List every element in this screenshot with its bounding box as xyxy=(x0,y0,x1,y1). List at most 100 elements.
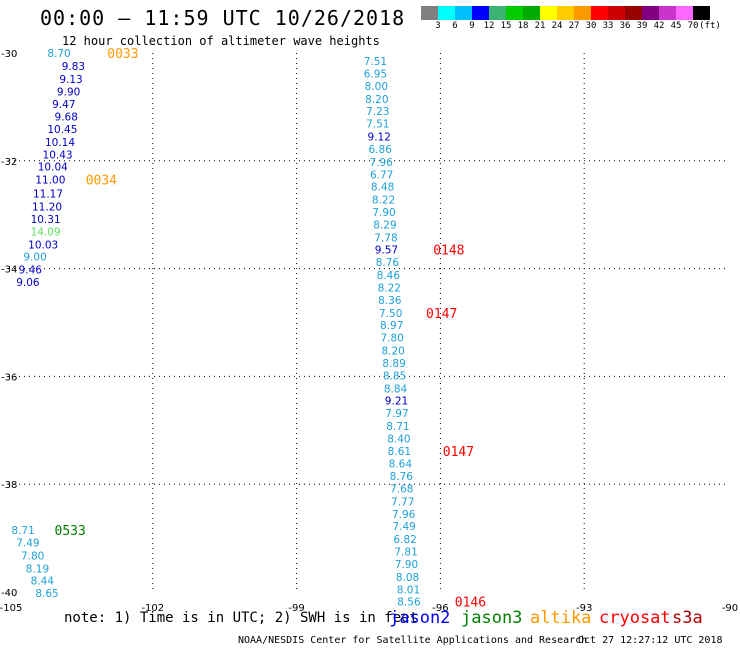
color-scale-swatch xyxy=(540,6,557,20)
swh-value-cryosat: 9.57 xyxy=(375,245,398,257)
swh-value-altika: 11.17 xyxy=(33,189,63,201)
swh-value-cryosat: 8.01 xyxy=(397,584,420,596)
swh-value-altika: 10.03 xyxy=(28,239,58,251)
swh-value-cryosat: 8.29 xyxy=(373,219,396,231)
swh-value-altika: 9.83 xyxy=(62,61,85,73)
swh-value-cryosat: 7.78 xyxy=(374,232,397,244)
swh-value-jason3: 8.65 xyxy=(35,588,58,600)
swh-value-cryosat: 6.77 xyxy=(370,169,393,181)
color-scale-label: 27 xyxy=(568,21,580,31)
x-tick-label: -102 xyxy=(141,603,164,614)
color-scale-label: 9 xyxy=(469,21,475,31)
swh-value-cryosat: 8.76 xyxy=(376,257,400,269)
color-scale-label: 12 xyxy=(483,21,495,31)
color-scale-label: 36 xyxy=(619,21,631,31)
swh-value-cryosat: 6.86 xyxy=(369,144,393,156)
swh-value-cryosat: 9.21 xyxy=(385,396,408,408)
color-scale-label: 18 xyxy=(517,21,529,31)
swh-value-altika: 14.09 xyxy=(31,226,61,238)
swh-value-cryosat: 7.68 xyxy=(390,484,413,496)
swh-value-cryosat: 8.20 xyxy=(381,346,404,358)
color-scale-swatch xyxy=(625,6,642,20)
swh-value-cryosat: 8.40 xyxy=(387,433,410,445)
color-scale-label: 3 xyxy=(435,21,441,31)
swh-value-altika: 9.13 xyxy=(59,74,82,86)
swh-value-altika: 9.46 xyxy=(19,265,43,277)
x-tick-label: -96 xyxy=(432,603,448,614)
swh-value-cryosat: 7.81 xyxy=(394,547,417,559)
satellite-legend-jason3: jason3 xyxy=(461,608,523,628)
y-tick-label: -36 xyxy=(1,372,17,383)
swh-value-jason3: 8.71 xyxy=(11,525,34,537)
swh-value-cryosat: 7.80 xyxy=(380,333,403,345)
pass-time-label: 0147 xyxy=(443,445,474,460)
swh-value-altika: 8.70 xyxy=(47,48,70,60)
swh-value-cryosat: 8.46 xyxy=(377,270,401,282)
x-tick-label: -99 xyxy=(288,603,304,614)
color-scale-swatch xyxy=(591,6,608,20)
swh-value-altika: 11.20 xyxy=(32,202,62,214)
swh-value-cryosat: 8.36 xyxy=(378,295,402,307)
y-tick-label: -30 xyxy=(1,49,17,60)
swh-value-altika: 10.43 xyxy=(43,149,73,161)
color-scale-swatch xyxy=(693,6,710,20)
footer-timestamp: Oct 27 12:27:12 UTC 2018 xyxy=(578,635,723,646)
units-note: note: 1) Time is in UTC; 2) SWH is in fe… xyxy=(64,610,419,626)
x-tick-label: -90 xyxy=(722,603,738,614)
color-scale-swatch xyxy=(421,6,438,20)
swh-value-cryosat: 8.08 xyxy=(396,572,419,584)
swh-value-altika: 10.31 xyxy=(31,214,61,226)
pass-time-label: 0033 xyxy=(107,47,138,62)
page-subtitle: 12 hour collection of altimeter wave hei… xyxy=(62,34,380,48)
swh-value-cryosat: 7.50 xyxy=(379,308,402,320)
color-scale-swatch xyxy=(506,6,523,20)
color-scale-label: 24 xyxy=(551,21,563,31)
page-title: 00:00 – 11:59 UTC 10/26/2018 xyxy=(40,6,406,30)
color-scale-label: 45 xyxy=(670,21,682,31)
pass-time-label: 0533 xyxy=(55,524,86,539)
swh-value-cryosat: 7.90 xyxy=(372,207,395,219)
swh-value-altika: 10.14 xyxy=(45,137,75,149)
swh-value-altika: 10.45 xyxy=(47,124,77,136)
pass-time-label: 0146 xyxy=(455,596,486,611)
swh-value-cryosat: 7.97 xyxy=(385,408,408,420)
swh-value-cryosat: 8.84 xyxy=(384,383,408,395)
color-scale-label: 33 xyxy=(602,21,614,31)
swh-value-cryosat: 7.49 xyxy=(392,521,415,533)
color-scale-swatch xyxy=(523,6,540,20)
y-tick-label: -32 xyxy=(1,157,17,168)
swh-value-jason3: 7.80 xyxy=(21,550,44,562)
swh-value-cryosat: 8.89 xyxy=(382,358,405,370)
color-scale-swatch xyxy=(455,6,472,20)
swh-value-jason3: 7.49 xyxy=(16,537,39,549)
color-scale-swatch xyxy=(574,6,591,20)
swh-value-cryosat: 8.76 xyxy=(390,471,414,483)
swh-value-cryosat: 6.95 xyxy=(364,68,387,80)
pass-time-label: 0147 xyxy=(426,307,457,322)
x-tick-label: -105 xyxy=(0,603,22,614)
color-scale-swatch xyxy=(608,6,625,20)
swh-value-cryosat: 7.23 xyxy=(366,106,389,118)
y-tick-label: -38 xyxy=(1,480,17,491)
pass-time-label: 0034 xyxy=(86,174,117,189)
swh-value-cryosat: 8.85 xyxy=(383,370,406,382)
swh-value-cryosat: 8.97 xyxy=(380,320,403,332)
swh-value-cryosat: 8.20 xyxy=(365,94,388,106)
swh-value-cryosat: 7.51 xyxy=(366,119,389,131)
color-scale-swatch xyxy=(489,6,506,20)
color-scale-swatch xyxy=(557,6,574,20)
satellite-legend-s3a: s3a xyxy=(672,608,703,628)
color-scale-label: 6 xyxy=(452,21,458,31)
color-scale-swatch xyxy=(472,6,489,20)
satellite-legend-cryosat: cryosat xyxy=(599,608,671,628)
swh-value-cryosat: 7.96 xyxy=(392,509,416,521)
y-tick-label: -40 xyxy=(1,588,17,599)
swh-value-cryosat: 9.12 xyxy=(368,132,391,144)
swh-value-cryosat: 7.51 xyxy=(364,56,387,68)
x-tick-label: -93 xyxy=(576,603,592,614)
satellite-legend-altika: altika xyxy=(530,608,592,628)
color-scale-swatch xyxy=(642,6,659,20)
swh-value-cryosat: 8.00 xyxy=(365,81,388,93)
swh-value-cryosat: 7.77 xyxy=(391,496,414,508)
